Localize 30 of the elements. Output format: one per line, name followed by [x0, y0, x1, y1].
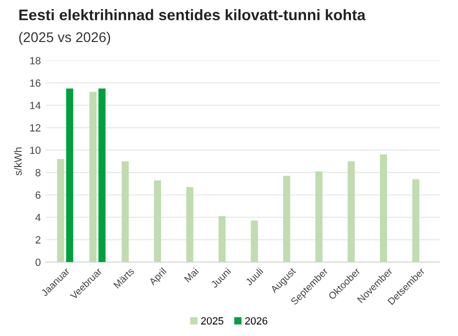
y-axis-title: s/kWh	[14, 147, 22, 176]
bar	[98, 88, 106, 262]
y-tick-label: 18	[30, 56, 40, 64]
bar	[89, 92, 96, 262]
bar	[315, 171, 322, 262]
bar	[154, 180, 162, 262]
bar	[283, 176, 290, 262]
y-tick-label: 14	[30, 102, 41, 110]
bar	[66, 88, 74, 262]
y-tick-label: 8	[36, 168, 40, 176]
bar	[186, 187, 194, 262]
bar	[250, 220, 258, 262]
legend-label: 2025	[201, 317, 224, 325]
chart-subtitle: (2025 vs 2026)	[19, 32, 110, 45]
legend-label: 2026	[245, 317, 268, 325]
y-tick-label: 12	[30, 124, 40, 132]
y-tick-label: 0	[36, 258, 41, 266]
y-tick-label: 6	[36, 191, 40, 199]
bar	[218, 216, 226, 262]
y-tick-label: 10	[30, 146, 41, 154]
bar	[412, 179, 420, 262]
bar	[380, 154, 388, 262]
bar	[348, 161, 355, 262]
bar	[57, 159, 64, 262]
y-tick-label: 2	[36, 236, 40, 244]
y-tick-label: 16	[30, 79, 40, 87]
x-tick-label: Mai	[184, 267, 199, 283]
y-tick-label: 4	[35, 214, 41, 222]
bar	[122, 161, 129, 262]
chart-title: Eesti elektrihinnad sentides kilovatt-tunni kohta	[19, 9, 366, 20]
